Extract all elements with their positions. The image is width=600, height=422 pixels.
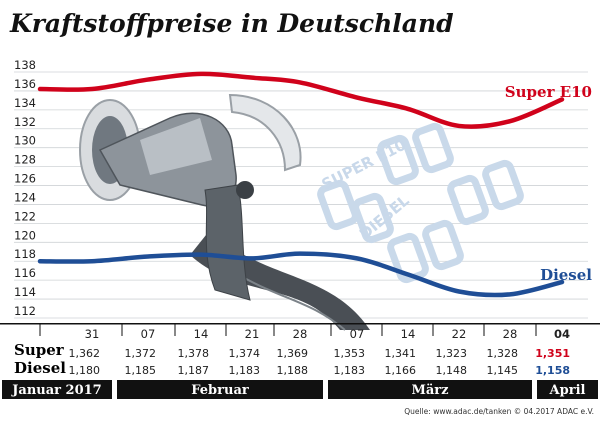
category-label: 14 (194, 327, 209, 341)
value-super: 1,353 (334, 347, 366, 360)
column-ticks (39, 324, 537, 336)
category-label: 22 (452, 327, 467, 341)
y-tick-label: 130 (14, 134, 36, 148)
category-label: 28 (293, 327, 308, 341)
y-tick-label: 120 (14, 228, 36, 242)
y-tick-label: 114 (14, 285, 36, 299)
category-labels: 31 07 14 21 28 07 14 22 28 04 (85, 327, 570, 341)
row-values-diesel: 1,180 1,185 1,187 1,183 1,188 1,183 1,166 1,148… (69, 364, 571, 377)
value-diesel: 1,148 (436, 364, 468, 377)
category-label: 04 (554, 327, 570, 341)
value-diesel: 1,183 (334, 364, 366, 377)
value-super: 1,378 (178, 347, 210, 360)
value-diesel: 1,185 (125, 364, 157, 377)
month-label: April (549, 383, 586, 398)
month-band (328, 380, 532, 399)
value-diesel: 1,183 (229, 364, 261, 377)
y-tick-label: 118 (14, 247, 36, 261)
y-tick-label: 116 (14, 266, 36, 280)
table-top-rule (0, 323, 600, 325)
y-tick-label: 126 (14, 172, 36, 186)
month-band (2, 380, 112, 399)
chart-title: Kraftstoffpreise in Deutschland (9, 9, 454, 38)
category-label: 31 (85, 327, 100, 341)
value-super: 1,351 (535, 347, 570, 360)
y-tick-label: 124 (14, 190, 36, 204)
value-diesel: 1,145 (487, 364, 519, 377)
value-super: 1,341 (385, 347, 417, 360)
category-label: 28 (503, 327, 518, 341)
value-super: 1,323 (436, 347, 468, 360)
nozzle-handle (204, 184, 251, 301)
row-label-diesel: Diesel (14, 359, 66, 377)
value-diesel: 1,188 (277, 364, 309, 377)
value-super: 1,372 (125, 347, 157, 360)
month-band (117, 380, 323, 399)
month-label: März (411, 383, 448, 398)
row-label-super: Super (14, 341, 65, 359)
y-tick-label: 136 (14, 77, 36, 91)
category-label: 21 (245, 327, 260, 341)
fuel-nozzle-icon: SUPER E10 DIESEL (79, 93, 524, 331)
value-super: 1,362 (69, 347, 101, 360)
category-label: 14 (401, 327, 416, 341)
value-super: 1,369 (277, 347, 309, 360)
nozzle-highlight (140, 118, 212, 175)
fuel-cap-door (228, 93, 302, 172)
month-band (537, 380, 598, 399)
value-super: 1,374 (229, 347, 261, 360)
value-diesel: 1,166 (385, 364, 417, 377)
y-tick-label: 134 (14, 96, 36, 110)
month-label: Februar (191, 383, 249, 398)
value-diesel: 1,158 (535, 364, 570, 377)
nozzle-knob (236, 181, 254, 199)
value-super: 1,328 (487, 347, 519, 360)
series-lines (37, 71, 565, 298)
y-tick-label: 132 (14, 115, 36, 129)
category-label: 07 (141, 327, 156, 341)
y-axis-ticks: 112 114 116 118 120 122 124 126 128 130 132 134 136 1… (14, 58, 36, 318)
y-tick-label: 122 (14, 209, 36, 223)
value-table: 31 07 14 21 28 07 14 22 28 04 Super Diesel 1,362 1… (0, 323, 600, 399)
series-label-super: Super E10 (505, 83, 592, 101)
row-values-super: 1,362 1,372 1,378 1,374 1,369 1,353 1,341 1,323… (69, 347, 571, 360)
y-tick-label: 112 (14, 304, 36, 318)
value-diesel: 1,180 (69, 364, 101, 377)
y-tick-label: 138 (14, 58, 36, 72)
category-label: 07 (350, 327, 365, 341)
month-label: Januar 2017 (11, 383, 101, 398)
value-diesel: 1,187 (178, 364, 210, 377)
y-tick-label: 128 (14, 153, 36, 167)
series-label-diesel: Diesel (540, 266, 592, 284)
source-note: Quelle: www.adac.de/tanken © 04.2017 ADA… (404, 407, 594, 416)
month-bands: Januar 2017 Februar März April (2, 380, 598, 399)
